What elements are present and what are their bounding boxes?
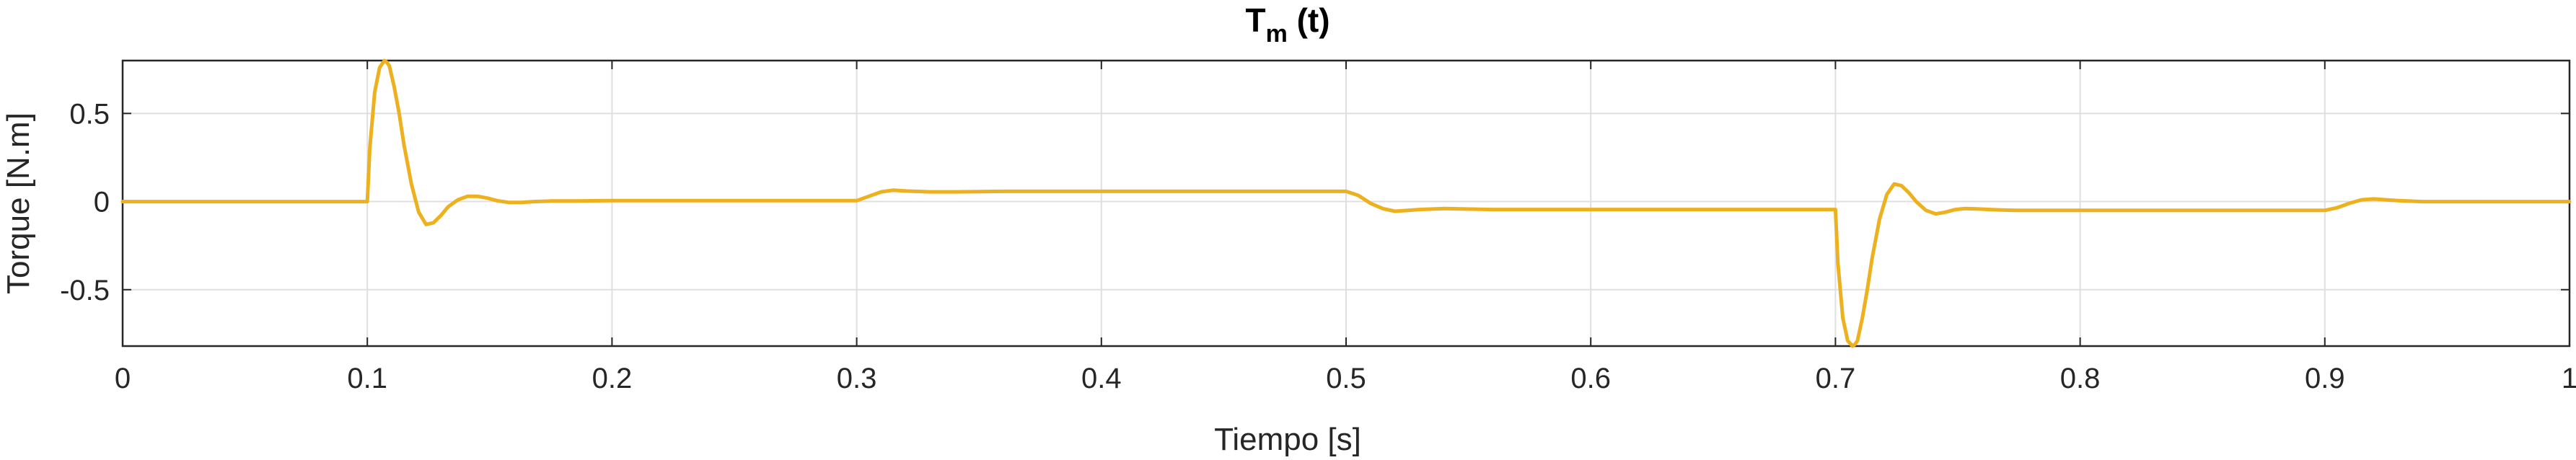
- x-tick-label: 0.3: [837, 363, 877, 394]
- y-tick-label: 0: [94, 187, 110, 218]
- y-tick-labels: -0.5 0 0.5: [60, 98, 110, 306]
- y-tick-label: 0.5: [69, 98, 110, 130]
- x-tick-label: 0.1: [347, 363, 387, 394]
- grid-lines: [122, 61, 2570, 346]
- x-tick-label: 1: [2562, 363, 2576, 394]
- x-tick-label: 0.8: [2060, 363, 2101, 394]
- x-tick-label: 0.5: [1326, 363, 1366, 394]
- x-tick-label: 0.9: [2305, 363, 2345, 394]
- x-axis-label: Tiempo [s]: [1214, 422, 1361, 457]
- x-tick-label: 0.2: [592, 363, 633, 394]
- chart-title: Tm (t): [1245, 1, 1329, 48]
- x-tick-label: 0.4: [1081, 363, 1122, 394]
- y-axis-label: Torque [N.m]: [1, 112, 36, 294]
- x-tick-labels: 0 0.1 0.2 0.3 0.4 0.5 0.6 0.7 0.8 0.9 1: [115, 363, 2576, 394]
- torque-series-line: [120, 58, 2572, 348]
- title-main: T: [1245, 1, 1265, 39]
- x-tick-label: 0.7: [1816, 363, 1856, 394]
- x-tick-label: 0.6: [1570, 363, 1611, 394]
- title-subscript: m: [1266, 20, 1288, 48]
- y-tick-label: -0.5: [60, 275, 110, 306]
- x-tick-label: 0: [115, 363, 131, 394]
- title-suffix: (t): [1288, 1, 1330, 39]
- series-layer: [120, 58, 2572, 348]
